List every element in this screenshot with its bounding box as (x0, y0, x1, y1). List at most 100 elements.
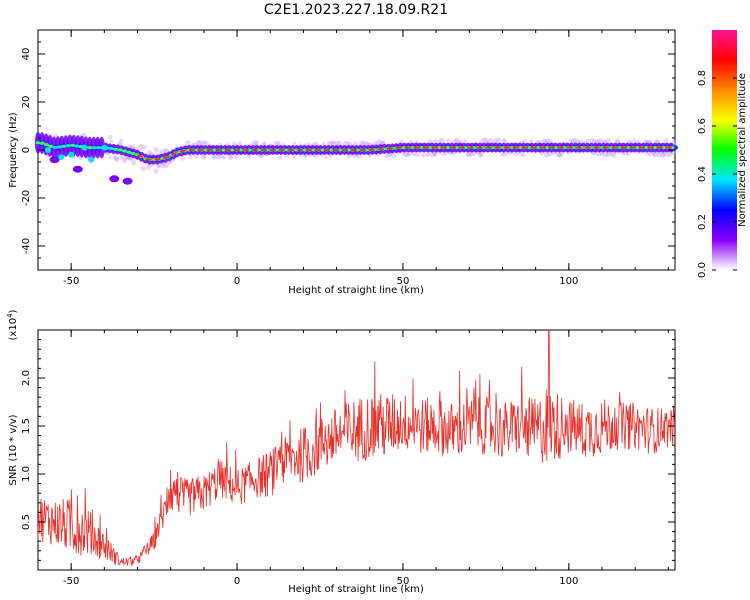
spectrum-ridge-glow (108, 147, 114, 151)
spectrum-haze-point (614, 139, 618, 143)
spectrum-haze-point (253, 141, 259, 146)
spectrum-haze-point (112, 155, 117, 160)
spectrum-haze-point (420, 152, 426, 158)
spectrum-haze-point (130, 159, 137, 166)
snr-panel: -50 0 50 100 0.5 1.0 1.5 2.0 Height of straight… (6, 309, 676, 595)
spectrum-haze-point (595, 139, 599, 143)
spectrum-haze-point (253, 140, 259, 146)
spectrum-haze-point (146, 149, 153, 156)
spectrum-haze-point (117, 140, 123, 147)
spectrum-haze-point (500, 152, 505, 157)
spectrum-haze-point (140, 166, 146, 172)
spectrum-ridge-glow (69, 143, 76, 147)
spectrum-haze-point (541, 138, 547, 144)
spectrum-haze-point (514, 152, 518, 157)
spectrum-haze-point (543, 151, 550, 158)
spectrum-blob (68, 151, 75, 158)
spectrum-haze-point (429, 151, 436, 158)
spectrogram-panel: -50 0 50 100 40 20 0 -20 -40 Height of straight … (8, 29, 678, 296)
spectrogram-y-tick-label: -20 (21, 190, 32, 206)
spectrum-blob (101, 144, 108, 151)
spectrum-haze-point (660, 151, 666, 158)
spectrum-haze-point (432, 151, 438, 157)
spectrum-haze-point (553, 152, 556, 156)
spectrum-ridge-glow (113, 147, 119, 151)
spectrum-haze-point (615, 138, 621, 144)
spectrum-haze-point (227, 154, 234, 160)
spectrum-haze-point (331, 140, 337, 146)
spectrum-haze-point (345, 140, 349, 145)
spectrum-ridge-glow (61, 144, 67, 148)
spectrum-ridge-glow (44, 143, 50, 147)
spectrum-haze-point (114, 156, 120, 162)
spectrum-haze-point (585, 138, 590, 143)
spectrum-haze-point (188, 154, 193, 159)
colorbar-tick-label: 0.6 (697, 118, 708, 134)
spectrum-haze-point (598, 138, 603, 143)
spectrum-blob (88, 156, 95, 163)
spectrum-haze-point (438, 137, 445, 144)
spectrum-ridge-glow (39, 141, 45, 145)
spectrum-haze-point (185, 140, 191, 146)
spectrum-haze-point (390, 152, 397, 159)
spectrum-haze-point (169, 160, 173, 164)
spectrum-ridge-glow (74, 144, 80, 148)
spectrum-ridge-line (137, 146, 675, 161)
spectrum-haze-point (568, 138, 574, 143)
spectrum-haze-point (275, 140, 281, 146)
spectrum-haze-point (601, 139, 606, 144)
spectrum-haze-point (109, 139, 114, 144)
spectrum-haze-point (201, 154, 207, 160)
snr-x-tick-label: -50 (63, 576, 79, 587)
spectrum-haze-point (384, 154, 389, 159)
spectrum-haze-point (202, 140, 208, 145)
spectrum-ridge-glow (328, 148, 334, 152)
spectrum-haze-point (336, 140, 342, 146)
spectrum-haze-point (453, 137, 460, 144)
spectrum-haze-point (376, 139, 382, 146)
spectrum-haze-point (163, 162, 169, 169)
snr-y-multiplier: (x104) (6, 309, 19, 340)
spectrum-ridge-glow (117, 148, 123, 152)
spectrum-blob (58, 154, 65, 161)
spectrum-cluster (122, 177, 133, 185)
spectrum-ridge-glow (87, 146, 93, 150)
spectrum-haze-point (520, 153, 524, 157)
spectrogram-plot (34, 131, 678, 185)
spectrum-haze-point (502, 151, 508, 157)
spectrum-haze-point (543, 138, 548, 144)
spectrum-haze-point (291, 154, 296, 159)
spectrum-haze-point (159, 162, 166, 169)
spectrum-ridge-glow (95, 146, 101, 150)
spectrum-haze-point (358, 140, 364, 146)
spectrum-haze-point (466, 152, 472, 158)
spectrum-haze-point (407, 152, 412, 157)
spectrum-ridge-glow (65, 144, 71, 148)
spectrum-haze-point (156, 164, 161, 169)
spectrogram-x-tick-label: 0 (234, 276, 240, 287)
spectrogram-y-label: Frequency (Hz) (8, 112, 19, 188)
spectrum-haze-point (262, 141, 267, 145)
spectrum-haze-point (605, 151, 611, 158)
colorbar-tick-label: 0.2 (697, 214, 708, 230)
spectrum-haze-point (506, 152, 511, 156)
spectrum-haze-point (314, 141, 319, 147)
spectrum-haze-point (539, 151, 544, 156)
spectrum-haze-point (558, 152, 563, 157)
spectrum-haze-point (426, 151, 431, 157)
spectrum-haze-point (352, 141, 358, 146)
spectrum-haze-point (405, 152, 410, 157)
spectrum-haze-point (610, 152, 617, 158)
colorbar: 0.0 0.2 0.4 0.6 0.8 Normalized spectral ampl… (697, 30, 748, 278)
spectrum-haze-point (113, 156, 120, 162)
spectrum-haze-point (596, 139, 601, 144)
spectrum-ridge-glow (57, 145, 63, 149)
spectrogram-y-tick-label: -40 (21, 238, 32, 254)
spectrum-haze-point (555, 152, 562, 158)
spectrogram-y-tick-label: 0 (21, 147, 32, 153)
colorbar-tick-label: 0.4 (697, 166, 708, 182)
spectrum-haze-point (502, 138, 508, 144)
spectrum-haze-point (445, 138, 450, 143)
spectrum-ridge-glow (643, 146, 649, 150)
